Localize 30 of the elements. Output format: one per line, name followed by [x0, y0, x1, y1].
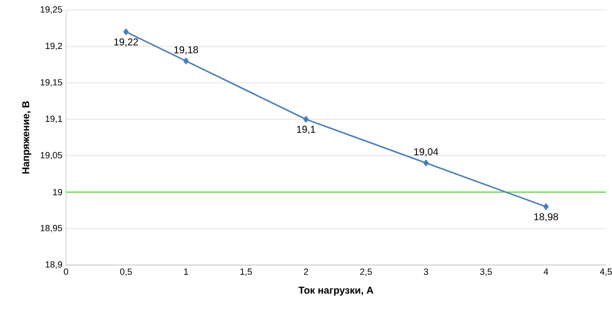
y-tick-label: 19 [53, 188, 62, 196]
x-tick-label: 0 [64, 268, 68, 275]
point [543, 203, 549, 210]
x-tick-label: 3 [424, 268, 428, 275]
x-tick-label: 3,5 [480, 268, 492, 276]
point [423, 160, 429, 166]
data-label: 19,18 [174, 46, 198, 54]
y-tick-label: 19,15 [40, 79, 62, 87]
y-tick-label: 19,2 [46, 42, 62, 50]
y-tick-label: 19,25 [40, 6, 62, 14]
y-axis-title: Напряжение, В [22, 101, 32, 174]
data-label: 19,04 [414, 148, 438, 156]
y-tick-label: 18,9 [46, 261, 62, 269]
data-label: 19,1 [297, 126, 316, 134]
x-tick-label: 1,5 [240, 268, 252, 276]
x-tick-label: 4,5 [600, 268, 612, 276]
data-label: 18,98 [534, 213, 558, 222]
point [303, 116, 309, 123]
data-label: 19,22 [114, 38, 138, 47]
x-axis-title: Ток нагрузки, А [298, 286, 374, 296]
x-tick-label: 0,5 [120, 268, 132, 276]
x-tick-label: 4 [544, 268, 548, 275]
x-tick-label: 2 [304, 268, 308, 275]
x-tick-label: 1 [184, 268, 188, 275]
point [123, 28, 129, 36]
y-tick-label: 19,05 [40, 152, 62, 160]
y-tick-label: 18,95 [40, 224, 62, 232]
x-tick-label: 2,5 [360, 268, 372, 276]
point [183, 58, 189, 64]
y-tick-label: 19,1 [46, 116, 62, 123]
